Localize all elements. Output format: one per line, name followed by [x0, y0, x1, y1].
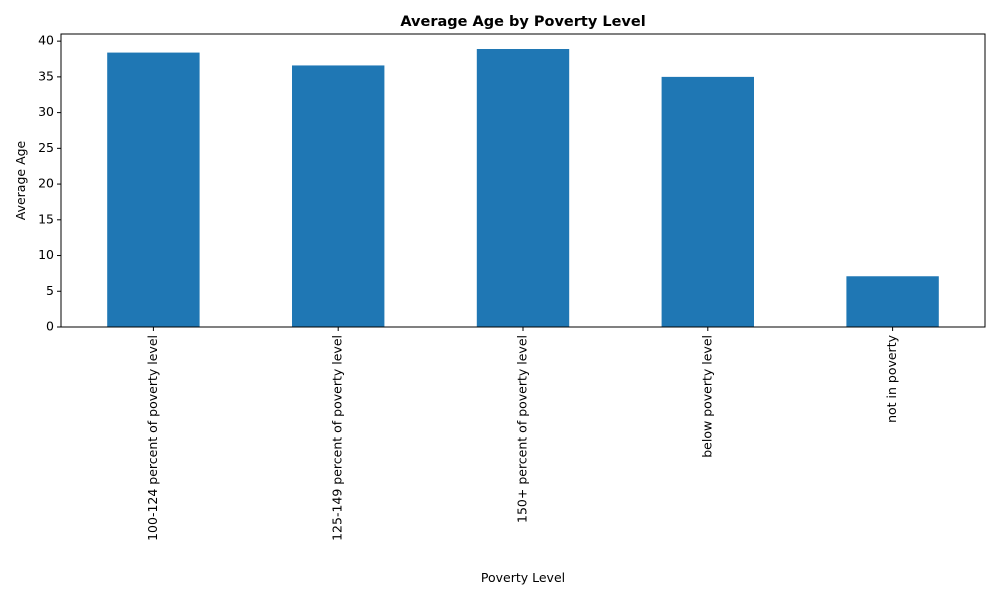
bar-2: [476, 49, 570, 327]
x-axis: 100-124 percent of poverty level 125-149 …: [145, 327, 899, 541]
y-tick-label-2: 10: [38, 247, 54, 262]
x-tick-label-2: 150+ percent of poverty level: [515, 335, 530, 523]
plot-frame: [60, 33, 986, 328]
chart-title: Average Age by Poverty Level: [400, 14, 645, 30]
x-tick-label-3: below poverty level: [699, 335, 714, 458]
bar-0: [107, 52, 200, 328]
y-tick-label-3: 15: [38, 211, 54, 226]
bars-group: [107, 49, 939, 328]
y-tick-label-0: 0: [46, 319, 54, 334]
y-tick-label-5: 25: [38, 140, 54, 155]
y-axis-label: Average Age: [13, 140, 28, 220]
y-tick-label-7: 35: [38, 68, 54, 83]
y-tick-label-6: 30: [38, 104, 54, 119]
bar-4: [846, 276, 939, 327]
x-axis-label: Poverty Level: [481, 570, 565, 585]
x-tick-label-1: 125-149 percent of poverty level: [330, 335, 345, 541]
y-tick-label-4: 20: [38, 176, 54, 191]
y-tick-label-1: 5: [46, 283, 54, 298]
bar-1: [292, 65, 385, 327]
y-axis: 0 5 10 15 20 25 30 35 40: [38, 33, 61, 334]
x-tick-label-4: not in poverty: [884, 334, 899, 423]
bar-3: [661, 76, 754, 327]
x-tick-label-0: 100-124 percent of poverty level: [145, 335, 160, 541]
y-tick-label-8: 40: [38, 33, 54, 48]
